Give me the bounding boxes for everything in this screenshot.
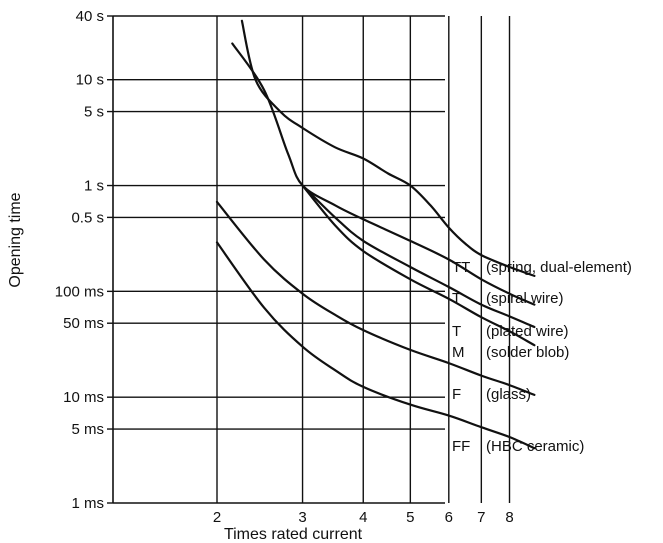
y-tick-label: 50 ms bbox=[63, 315, 104, 332]
x-tick-labels: 2 3 4 5 6 7 8 bbox=[213, 509, 514, 526]
x-tick-label: 6 bbox=[445, 509, 453, 526]
y-tick-label: 0.5 s bbox=[71, 209, 104, 226]
series-label-name: F bbox=[452, 386, 461, 403]
y-tick-label: 40 s bbox=[76, 8, 104, 25]
series-label-description: (HBC ceramic) bbox=[486, 438, 584, 455]
y-tick-label: 1 ms bbox=[71, 495, 104, 512]
x-tick-label: 8 bbox=[505, 509, 513, 526]
series-label-description: (spiral wire) bbox=[486, 290, 564, 307]
y-tick-label: 10 ms bbox=[63, 389, 104, 406]
x-tick-label: 2 bbox=[213, 509, 221, 526]
series-curve-2 bbox=[301, 184, 536, 329]
series-curve-1 bbox=[231, 42, 536, 306]
y-tick-label: 100 ms bbox=[55, 283, 104, 300]
series-curve-4 bbox=[215, 200, 536, 396]
series-label-description: (glass) bbox=[486, 386, 531, 403]
series-curve-3 bbox=[301, 184, 536, 347]
series-label-name: T bbox=[452, 290, 461, 307]
y-tick-label: 5 s bbox=[84, 104, 104, 121]
series-label-description: (plated wire) bbox=[486, 323, 569, 340]
y-tick-label: 10 s bbox=[76, 72, 104, 89]
x-tick-label: 5 bbox=[406, 509, 414, 526]
grid bbox=[107, 15, 511, 504]
series-label-description: (spring, dual-element) bbox=[486, 259, 632, 276]
y-tick-label: 1 s bbox=[84, 178, 104, 195]
x-tick-label: 3 bbox=[298, 509, 306, 526]
series-label-name: FF bbox=[452, 438, 470, 455]
y-axis-label: Opening time bbox=[7, 192, 24, 287]
x-tick-label: 4 bbox=[359, 509, 367, 526]
curves bbox=[215, 19, 536, 450]
series-curve-5 bbox=[215, 241, 536, 450]
x-axis-label: Times rated current bbox=[224, 526, 363, 543]
y-tick-label: 5 ms bbox=[71, 421, 104, 438]
series-curve-0 bbox=[240, 19, 536, 277]
series-labels: TT (spring, dual-element) T (spiral wire) T (… bbox=[452, 259, 632, 455]
series-label-description: (solder blob) bbox=[486, 344, 569, 361]
series-label-name: T bbox=[452, 323, 461, 340]
series-label-name: TT bbox=[452, 259, 470, 276]
x-tick-label: 7 bbox=[477, 509, 485, 526]
series-label-name: M bbox=[452, 344, 465, 361]
y-tick-labels: 40 s 10 s 5 s 1 s 0.5 s 100 ms 50 ms 10 ms 5 ms 1… bbox=[55, 8, 104, 512]
